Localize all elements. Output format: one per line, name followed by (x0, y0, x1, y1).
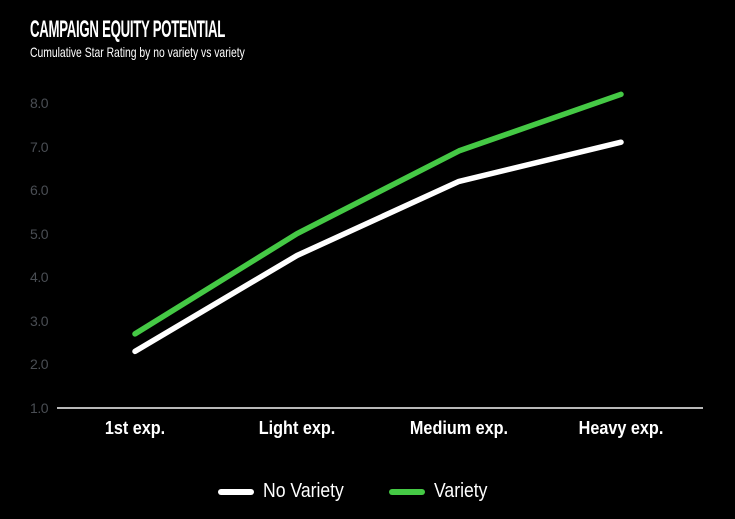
y-tick-label: 6.0 (30, 182, 48, 199)
x-category-label: Light exp. (258, 418, 336, 438)
y-tick-label: 4.0 (30, 269, 48, 286)
legend-item-variety: Variety (389, 480, 495, 503)
chart-subtitle: Cumulative Star Rating by no variety vs … (30, 44, 245, 60)
legend: No Variety Variety (0, 480, 713, 503)
legend-label-no-variety: No Variety (263, 480, 345, 502)
x-category-label: 1st exp. (104, 418, 166, 438)
variety-line-swatch (389, 488, 426, 495)
no-variety-line (132, 139, 624, 355)
no-variety-line-swatch (218, 488, 255, 495)
y-tick-label: 3.0 (30, 312, 48, 329)
y-tick-label: 2.0 (30, 356, 48, 373)
y-tick-label: 5.0 (30, 225, 48, 242)
y-tick-label: 8.0 (30, 95, 48, 111)
y-tick-label: 1.0 (30, 400, 48, 416)
variety-line (132, 91, 624, 337)
x-category-label: Medium exp. (409, 418, 509, 438)
x-category-label: Heavy exp. (578, 418, 664, 438)
legend-label-variety: Variety (434, 480, 488, 502)
chart-title: CAMPAIGN EQUITY POTENTIAL (30, 16, 226, 43)
legend-item-no-variety: No Variety (218, 480, 355, 503)
y-tick-label: 7.0 (30, 138, 48, 155)
